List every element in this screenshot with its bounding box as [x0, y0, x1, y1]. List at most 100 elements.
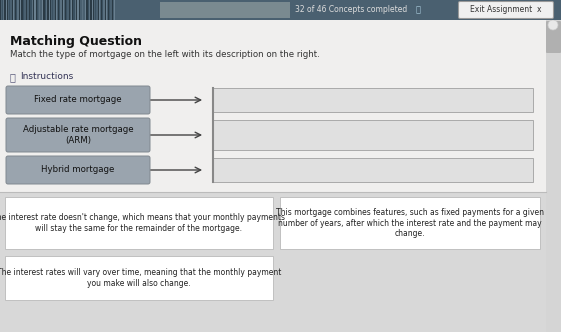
FancyBboxPatch shape	[50, 0, 51, 20]
Text: Adjustable rate mortgage
(ARM): Adjustable rate mortgage (ARM)	[22, 125, 134, 145]
FancyBboxPatch shape	[36, 0, 37, 20]
FancyBboxPatch shape	[0, 20, 546, 332]
FancyBboxPatch shape	[52, 0, 53, 20]
Text: Hybrid mortgage: Hybrid mortgage	[42, 165, 114, 175]
FancyBboxPatch shape	[95, 0, 96, 20]
FancyBboxPatch shape	[546, 21, 561, 53]
FancyBboxPatch shape	[280, 197, 540, 249]
FancyBboxPatch shape	[6, 0, 7, 20]
FancyBboxPatch shape	[27, 0, 29, 20]
FancyBboxPatch shape	[3, 0, 4, 20]
FancyBboxPatch shape	[77, 0, 79, 20]
FancyBboxPatch shape	[76, 0, 77, 20]
FancyBboxPatch shape	[47, 0, 49, 20]
Text: ⓘ: ⓘ	[10, 72, 16, 82]
FancyBboxPatch shape	[111, 0, 112, 20]
FancyBboxPatch shape	[56, 0, 57, 20]
FancyBboxPatch shape	[19, 0, 20, 20]
FancyBboxPatch shape	[92, 0, 93, 20]
FancyBboxPatch shape	[108, 0, 109, 20]
Text: This mortgage combines features, such as fixed payments for a given
number of ye: This mortgage combines features, such as…	[276, 208, 544, 238]
FancyBboxPatch shape	[13, 0, 15, 20]
FancyBboxPatch shape	[213, 158, 533, 182]
Circle shape	[548, 20, 558, 30]
FancyBboxPatch shape	[85, 0, 86, 20]
FancyBboxPatch shape	[15, 0, 16, 20]
Text: The interest rates will vary over time, meaning that the monthly payment
you mak: The interest rates will vary over time, …	[0, 268, 281, 288]
FancyBboxPatch shape	[160, 2, 290, 18]
Text: Fixed rate mortgage: Fixed rate mortgage	[34, 96, 122, 105]
FancyBboxPatch shape	[105, 0, 106, 20]
FancyBboxPatch shape	[213, 88, 533, 112]
FancyBboxPatch shape	[546, 20, 561, 332]
FancyBboxPatch shape	[82, 0, 83, 20]
FancyBboxPatch shape	[89, 0, 90, 20]
FancyBboxPatch shape	[6, 118, 150, 152]
FancyBboxPatch shape	[72, 0, 73, 20]
FancyBboxPatch shape	[5, 197, 273, 249]
FancyBboxPatch shape	[98, 0, 99, 20]
FancyBboxPatch shape	[42, 0, 43, 20]
FancyBboxPatch shape	[79, 0, 80, 20]
FancyBboxPatch shape	[16, 0, 17, 20]
FancyBboxPatch shape	[69, 0, 70, 20]
FancyBboxPatch shape	[53, 0, 54, 20]
FancyBboxPatch shape	[43, 0, 44, 20]
FancyBboxPatch shape	[32, 0, 33, 20]
FancyBboxPatch shape	[6, 86, 150, 114]
Text: Match the type of mortgage on the left with its description on the right.: Match the type of mortgage on the left w…	[10, 50, 320, 59]
FancyBboxPatch shape	[75, 0, 76, 20]
FancyBboxPatch shape	[2, 0, 3, 20]
FancyBboxPatch shape	[40, 0, 42, 20]
FancyBboxPatch shape	[102, 0, 103, 20]
FancyBboxPatch shape	[66, 0, 67, 20]
FancyBboxPatch shape	[39, 0, 40, 20]
FancyBboxPatch shape	[6, 156, 150, 184]
FancyBboxPatch shape	[0, 0, 2, 20]
FancyBboxPatch shape	[106, 0, 107, 20]
FancyBboxPatch shape	[112, 0, 113, 20]
Text: The interest rate doesn't change, which means that your monthly payments
will st: The interest rate doesn't change, which …	[0, 213, 286, 233]
FancyBboxPatch shape	[26, 0, 27, 20]
FancyBboxPatch shape	[7, 0, 8, 20]
FancyBboxPatch shape	[90, 0, 92, 20]
FancyBboxPatch shape	[458, 2, 554, 19]
Text: Matching Question: Matching Question	[10, 35, 142, 48]
FancyBboxPatch shape	[17, 0, 19, 20]
FancyBboxPatch shape	[62, 0, 63, 20]
FancyBboxPatch shape	[96, 0, 97, 20]
FancyBboxPatch shape	[8, 0, 10, 20]
FancyBboxPatch shape	[213, 120, 533, 150]
FancyBboxPatch shape	[103, 0, 105, 20]
FancyBboxPatch shape	[55, 0, 56, 20]
FancyBboxPatch shape	[99, 0, 100, 20]
Text: ⓘ: ⓘ	[416, 6, 421, 15]
FancyBboxPatch shape	[59, 0, 60, 20]
FancyBboxPatch shape	[63, 0, 64, 20]
FancyBboxPatch shape	[67, 0, 68, 20]
FancyBboxPatch shape	[0, 0, 561, 20]
Text: Exit Assignment  x: Exit Assignment x	[470, 6, 542, 15]
FancyBboxPatch shape	[0, 192, 546, 332]
FancyBboxPatch shape	[30, 0, 31, 20]
FancyBboxPatch shape	[86, 0, 88, 20]
FancyBboxPatch shape	[93, 0, 94, 20]
FancyBboxPatch shape	[49, 0, 50, 20]
Text: 32 of 46 Concepts completed: 32 of 46 Concepts completed	[295, 6, 407, 15]
Text: Instructions: Instructions	[20, 72, 73, 81]
FancyBboxPatch shape	[34, 0, 36, 20]
FancyBboxPatch shape	[29, 0, 30, 20]
FancyBboxPatch shape	[60, 0, 62, 20]
FancyBboxPatch shape	[5, 256, 273, 300]
FancyBboxPatch shape	[33, 0, 34, 20]
FancyBboxPatch shape	[88, 0, 89, 20]
FancyBboxPatch shape	[20, 0, 21, 20]
FancyBboxPatch shape	[46, 0, 47, 20]
FancyBboxPatch shape	[21, 0, 23, 20]
FancyBboxPatch shape	[109, 0, 110, 20]
FancyBboxPatch shape	[65, 0, 66, 20]
FancyBboxPatch shape	[4, 0, 6, 20]
FancyBboxPatch shape	[80, 0, 81, 20]
FancyBboxPatch shape	[101, 0, 102, 20]
FancyBboxPatch shape	[73, 0, 75, 20]
